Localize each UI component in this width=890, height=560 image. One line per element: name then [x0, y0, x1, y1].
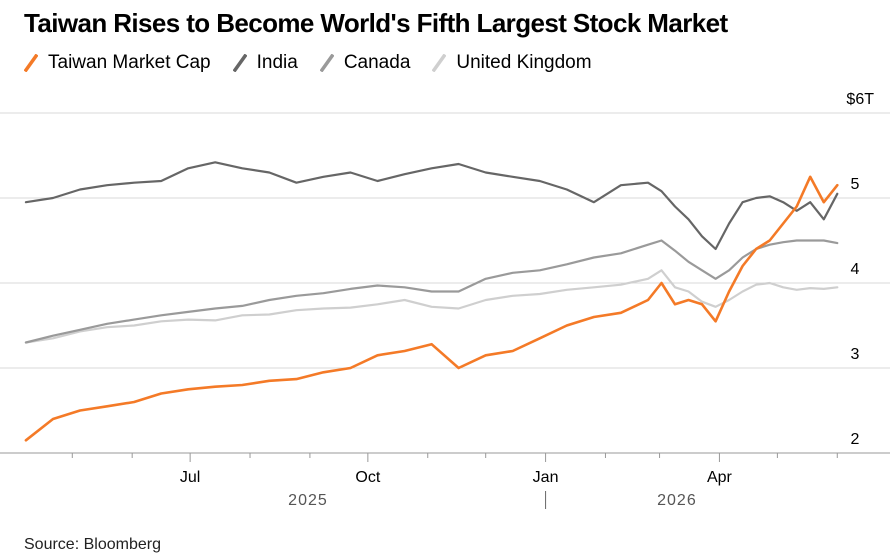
series-line-united-kingdom	[24, 269, 839, 344]
legend-label-taiwan: Taiwan Market Cap	[48, 52, 211, 73]
x-tick-label-jul: Jul	[180, 469, 200, 486]
x-year-label-2025: 2025	[288, 492, 328, 509]
x-tick-label-oct: Oct	[355, 469, 380, 486]
series-layer	[24, 161, 839, 442]
legend-item-uk: United Kingdom	[432, 52, 592, 74]
legend-item-canada: Canada	[319, 52, 411, 74]
legend-swatch-canada	[319, 54, 334, 72]
legend-label-uk: United Kingdom	[456, 52, 592, 73]
legend-label-canada: Canada	[343, 52, 411, 73]
y-tick-label-2: 2	[851, 431, 860, 448]
legend-swatch-india	[232, 54, 247, 72]
legend-swatch-taiwan	[24, 54, 38, 72]
legend: Taiwan Market Cap India Canada United Ki…	[24, 50, 614, 76]
y-unit-label: $6T	[846, 91, 874, 108]
chart-canvas: $6T 2 3 4 5 Jul Oct Jan Apr 2025 2026	[0, 91, 890, 509]
series-line-india	[24, 161, 839, 251]
x-tick-label-apr: Apr	[707, 469, 733, 486]
x-tick-label-jan: Jan	[533, 469, 559, 486]
legend-item-india: India	[232, 52, 298, 74]
y-tick-label-3: 3	[851, 346, 860, 363]
y-tick-label-4: 4	[851, 261, 860, 278]
axis-layer: $6T 2 3 4 5 Jul Oct Jan Apr 2025 2026	[0, 91, 890, 509]
chart-title: Taiwan Rises to Become World's Fifth Lar…	[24, 8, 728, 38]
series-line-taiwan-market-cap	[24, 175, 839, 442]
legend-swatch-uk	[432, 54, 447, 72]
source-note: Source: Bloomberg	[24, 536, 161, 553]
series-line-canada	[24, 239, 839, 344]
legend-label-india: India	[256, 52, 298, 73]
legend-item-taiwan: Taiwan Market Cap	[24, 52, 211, 74]
grid-layer	[0, 112, 890, 369]
x-year-label-2026: 2026	[657, 492, 697, 509]
y-tick-label-5: 5	[851, 176, 860, 193]
